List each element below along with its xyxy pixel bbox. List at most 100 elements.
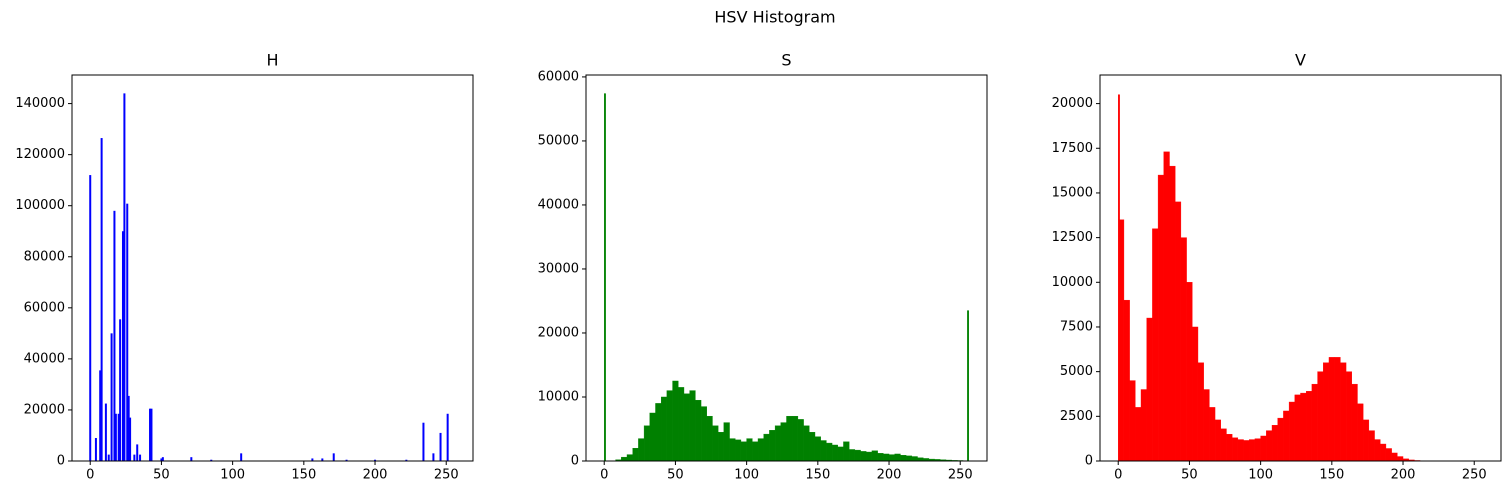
- histogram-bar: [769, 430, 776, 462]
- bar: [321, 458, 324, 461]
- histogram-bar: [797, 419, 804, 462]
- histogram-bar: [643, 425, 650, 462]
- histogram-bar: [854, 449, 861, 462]
- y-tick-label: 80000: [24, 249, 65, 264]
- bar: [210, 459, 213, 461]
- histogram-bar: [1209, 407, 1216, 462]
- histogram-bar: [1397, 456, 1404, 462]
- histogram-bar: [604, 93, 606, 462]
- histogram-bar: [820, 440, 827, 462]
- histogram-bar: [791, 415, 799, 462]
- histogram-bar: [831, 444, 838, 462]
- axes-title: S: [781, 51, 791, 70]
- histogram-bar: [1186, 282, 1193, 462]
- histogram-bar: [1220, 428, 1227, 462]
- y-tick-label: 10000: [538, 389, 579, 404]
- bar: [160, 458, 163, 461]
- bar: [374, 459, 377, 461]
- histogram-bar: [1317, 371, 1324, 462]
- y-tick-label: 2500: [1060, 409, 1093, 424]
- bar: [114, 413, 117, 461]
- bar: [405, 459, 408, 461]
- bar: [439, 432, 442, 461]
- x-tick-label: 50: [667, 468, 684, 483]
- histogram-bar: [877, 453, 884, 462]
- histogram-bar: [763, 433, 770, 462]
- y-tick-label: 40000: [538, 197, 579, 212]
- histogram-bar: [1283, 410, 1290, 462]
- histogram-bar: [740, 441, 747, 462]
- histogram-bar: [1174, 201, 1182, 462]
- histogram-bar: [1328, 357, 1335, 462]
- histogram-bar: [1254, 438, 1261, 462]
- x-tick-label: 100: [734, 468, 759, 483]
- histogram-bar: [900, 455, 907, 462]
- histogram-bar: [638, 438, 645, 462]
- bar: [99, 370, 102, 461]
- histogram-bar: [1231, 437, 1239, 462]
- histogram-bar: [1163, 151, 1170, 462]
- y-tick-label: 17500: [1052, 141, 1093, 156]
- bar: [94, 438, 97, 461]
- histogram-bar: [752, 441, 759, 462]
- x-tick-label: 250: [948, 468, 973, 483]
- histogram-bar: [967, 310, 969, 462]
- bar: [129, 417, 132, 461]
- histogram-bar: [1311, 383, 1318, 462]
- bar: [446, 413, 449, 461]
- histogram-bar: [1169, 165, 1176, 462]
- histogram-bar: [700, 406, 707, 462]
- bar: [190, 457, 193, 461]
- x-tick-label: 200: [877, 468, 902, 483]
- y-tick-label: 15000: [1052, 185, 1093, 200]
- y-tick-label: 20000: [538, 325, 579, 340]
- bar: [119, 319, 122, 461]
- histogram-bar: [774, 425, 782, 462]
- histogram-bar: [746, 438, 753, 462]
- y-tick-label: 0: [1085, 454, 1093, 469]
- bar: [117, 413, 120, 461]
- histogram-bar: [1197, 362, 1204, 462]
- figure-title: HSV Histogram: [714, 8, 835, 27]
- histogram-bar: [729, 438, 736, 462]
- histogram-bar: [1157, 174, 1164, 462]
- histogram-bar: [1118, 94, 1120, 462]
- histogram-bar: [888, 454, 895, 462]
- x-tick-label: 150: [1319, 468, 1344, 483]
- x-tick-label: 100: [1248, 468, 1273, 483]
- histogram-bar: [1135, 407, 1142, 462]
- y-tick-label: 5000: [1060, 364, 1093, 379]
- bar: [126, 203, 129, 461]
- histogram-bar: [1146, 317, 1153, 462]
- x-tick-label: 50: [1181, 468, 1198, 483]
- histogram-bar: [1119, 219, 1125, 462]
- histogram-bar: [1180, 237, 1187, 462]
- y-tick-label: 20000: [24, 402, 65, 417]
- y-tick-label: 50000: [538, 133, 579, 148]
- histogram-bar: [1340, 362, 1347, 462]
- histogram-bar: [1237, 439, 1244, 462]
- y-tick-label: 40000: [24, 351, 65, 366]
- bar: [110, 333, 113, 461]
- histogram-bar: [666, 390, 673, 462]
- histogram-bar: [621, 456, 628, 462]
- histogram-bar: [1345, 371, 1352, 462]
- bar: [107, 454, 110, 461]
- histogram-bar: [683, 393, 690, 462]
- x-tick-label: 50: [153, 468, 170, 483]
- histogram-bar: [689, 390, 696, 462]
- histogram-bar: [712, 425, 719, 462]
- x-tick-label: 0: [600, 468, 608, 483]
- axes-frame: [71, 74, 474, 462]
- histogram-bar: [1123, 299, 1130, 462]
- histogram-bar: [1192, 326, 1199, 462]
- histogram-bar: [626, 454, 633, 462]
- histogram-bar: [848, 449, 856, 462]
- histogram-bar: [735, 439, 742, 462]
- histogram-bar: [655, 403, 662, 462]
- bar: [432, 453, 435, 461]
- histogram-bar: [911, 456, 918, 462]
- histogram-bar: [723, 422, 730, 462]
- histogram-bar: [837, 446, 844, 462]
- y-tick-label: 120000: [15, 147, 65, 162]
